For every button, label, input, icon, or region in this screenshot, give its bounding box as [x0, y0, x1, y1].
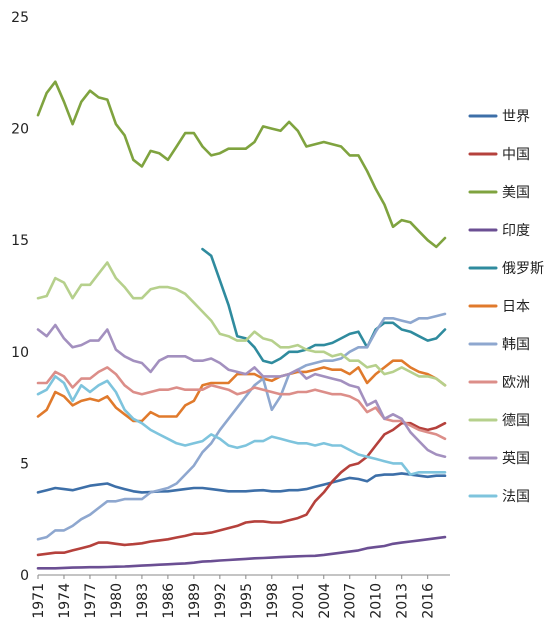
legend-label: 法国: [502, 489, 530, 505]
series-line-5: [36, 359, 447, 423]
series-line-10: [36, 375, 447, 476]
x-tick-label: 1977: [83, 583, 99, 619]
x-tick-label: 2010: [369, 583, 385, 619]
x-tick-label: 1980: [109, 583, 125, 619]
x-tick-label: 1998: [265, 583, 281, 619]
legend-label: 韩国: [502, 337, 530, 353]
x-tick-label: 1992: [213, 583, 229, 619]
x-tick-label: 1971: [31, 583, 47, 619]
x-tick-label: 1986: [161, 583, 177, 619]
x-tick-label: 2013: [395, 583, 411, 619]
series-line-8: [36, 261, 447, 387]
plot-area: [36, 80, 447, 570]
legend-label: 中国: [502, 147, 530, 163]
y-tick-label: 25: [11, 10, 29, 26]
x-tick-label: 2004: [317, 583, 333, 619]
y-axis: 0 5 10 15 20 25: [11, 10, 29, 584]
series-line-2: [36, 80, 447, 249]
x-tick-label: 2001: [291, 583, 307, 619]
x-tick-label: 1983: [135, 583, 151, 619]
legend-label: 德国: [502, 413, 530, 429]
y-tick-label: 5: [20, 456, 29, 472]
legend-label: 美国: [502, 185, 530, 201]
x-axis: 1971 1974 1977 1980 1983 1986 1989 1992 1995 1998…: [31, 574, 450, 619]
y-tick-label: 10: [11, 345, 29, 361]
series-line-9: [36, 323, 447, 458]
legend-label: 俄罗斯: [502, 261, 544, 277]
y-tick-label: 0: [20, 568, 29, 584]
series-line-1: [36, 421, 447, 557]
x-tick-label: 1995: [239, 583, 255, 619]
x-tick-label: 1974: [57, 583, 73, 619]
y-tick-label: 20: [11, 122, 29, 138]
series-line-4: [201, 247, 447, 365]
legend-label: 欧洲: [502, 375, 530, 391]
legend-label: 印度: [502, 223, 530, 239]
x-tick-label: 2007: [343, 583, 359, 619]
series-line-7: [36, 366, 447, 441]
series-line-3: [36, 535, 447, 570]
series-line-6: [36, 312, 447, 541]
series-line-0: [36, 472, 447, 494]
x-tick-label: 1989: [187, 583, 203, 619]
y-tick-label: 15: [11, 233, 29, 249]
legend-label: 日本: [502, 299, 530, 315]
legend-label: 英国: [502, 450, 530, 467]
legend-label: 世界: [502, 109, 530, 125]
x-tick-label: 2016: [421, 583, 437, 619]
